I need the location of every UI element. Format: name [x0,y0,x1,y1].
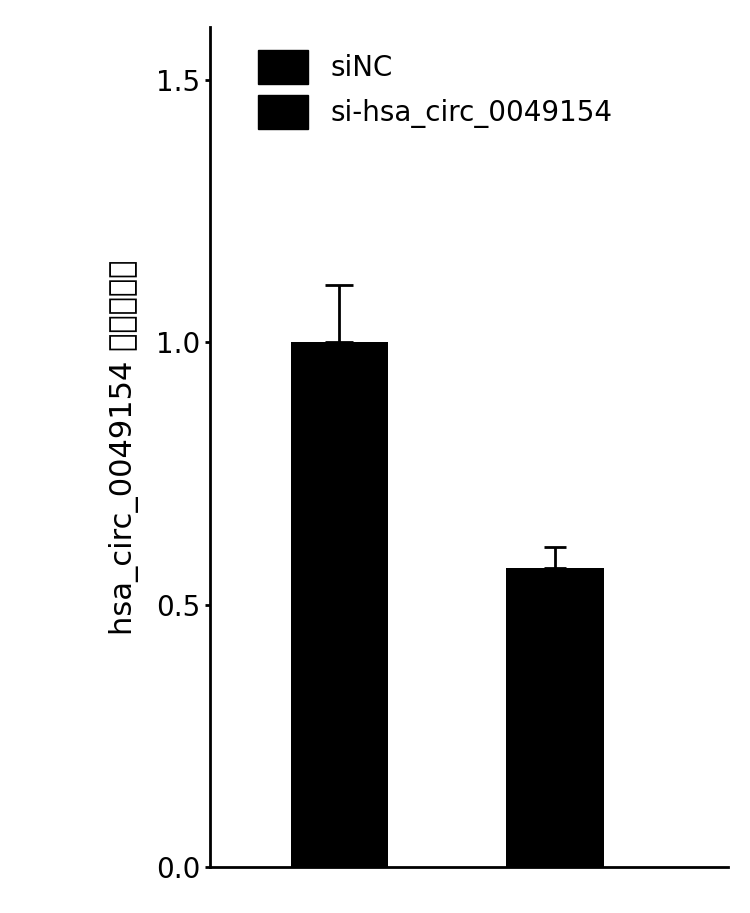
Y-axis label: hsa_circ_0049154 相对表达量: hsa_circ_0049154 相对表达量 [110,259,140,635]
Bar [291,342,388,867]
Legend: siNC, si-hsa_circ_0049154: siNC, si-hsa_circ_0049154 [250,41,621,137]
Bar [506,568,604,867]
